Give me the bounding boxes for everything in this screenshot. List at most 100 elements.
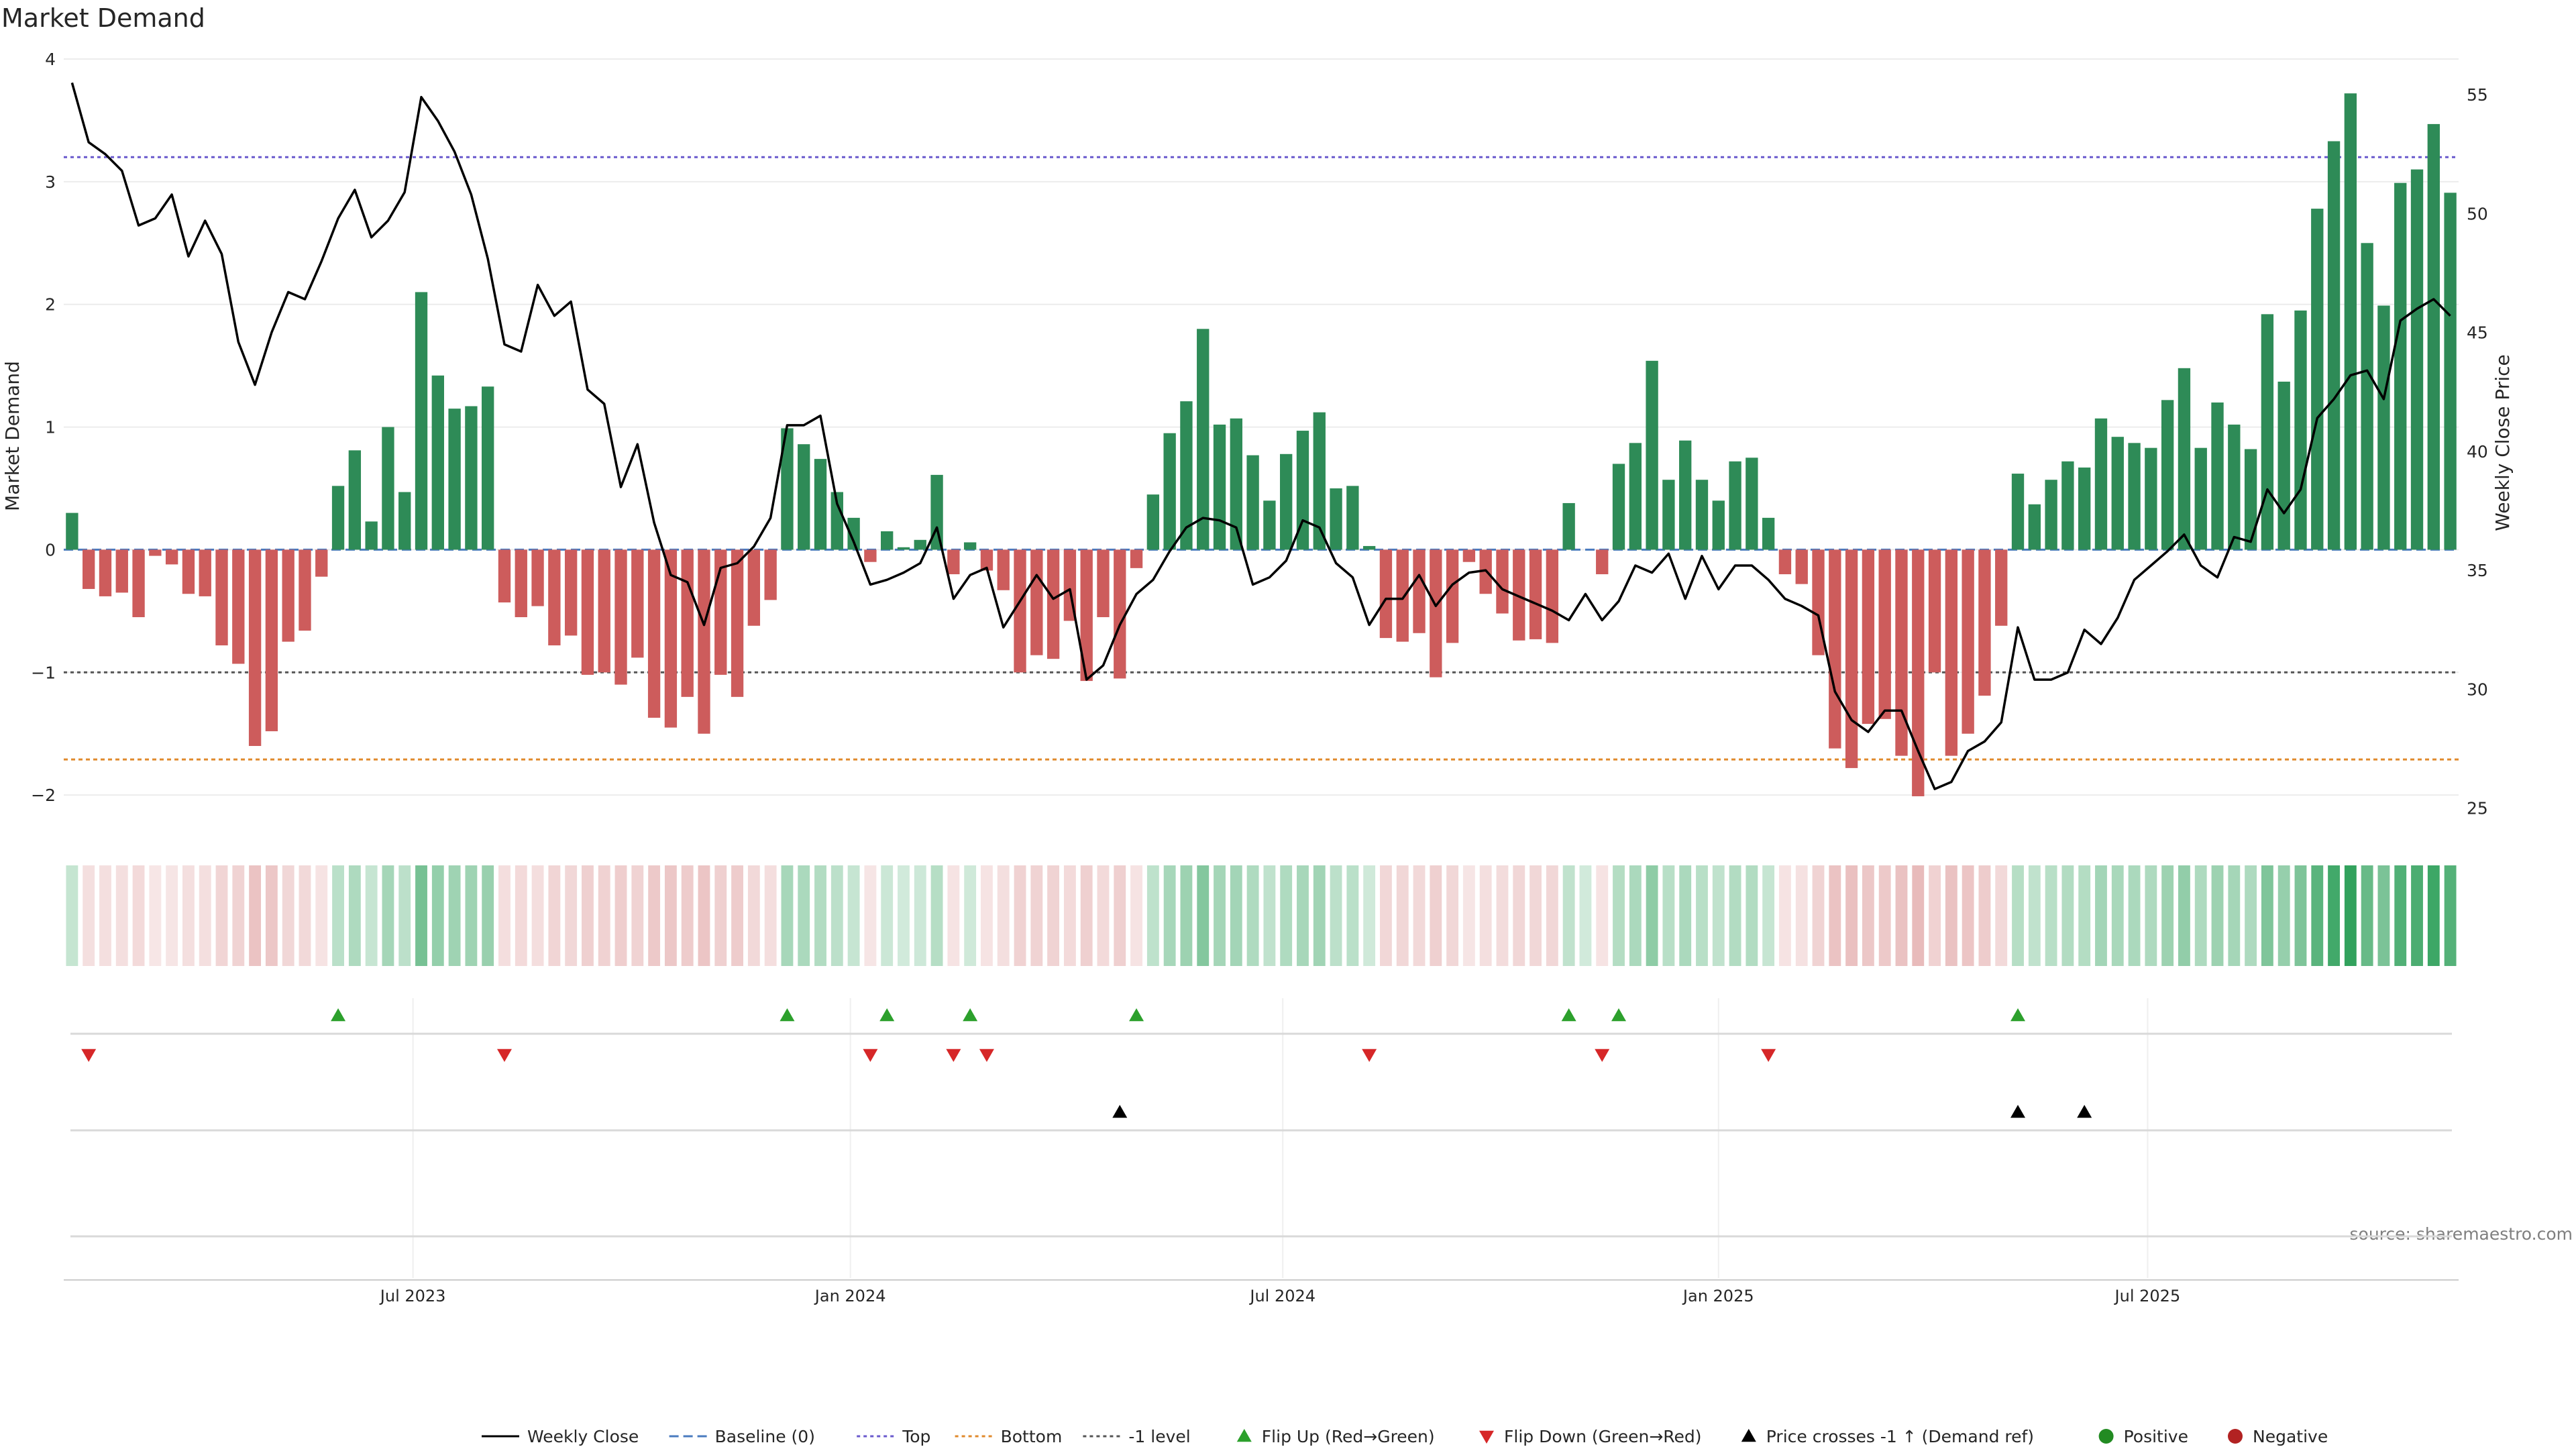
demand-bar-negative	[165, 549, 178, 565]
demand-bar-negative	[1945, 549, 1958, 756]
demand-bar-positive	[2311, 209, 2324, 550]
heat-cell	[648, 865, 661, 966]
heat-cell	[1746, 865, 1758, 966]
demand-bar-positive	[2128, 443, 2141, 550]
heat-cell	[1080, 865, 1093, 966]
demand-bar-positive	[830, 492, 843, 550]
demand-bar-positive	[1280, 453, 1293, 550]
demand-bar-negative	[182, 549, 195, 594]
demand-bar-positive	[348, 450, 362, 550]
heat-cell	[99, 865, 111, 966]
demand-bar-negative	[731, 549, 744, 697]
demand-bar-negative	[947, 549, 960, 574]
legend-item-negative: Negative	[2228, 1427, 2328, 1446]
heat-cell	[365, 865, 378, 966]
heat-cell	[1363, 865, 1376, 966]
demand-bar-negative	[83, 549, 95, 589]
demand-bar-negative	[564, 549, 578, 636]
demand-bar-positive	[448, 409, 461, 550]
heat-cell	[548, 865, 561, 966]
demand-bar-negative	[1596, 549, 1609, 574]
heat-cell	[232, 865, 245, 966]
heat-cell	[531, 865, 544, 966]
heat-cell	[731, 865, 743, 966]
heat-cell	[582, 865, 594, 966]
y-right-tick-label: 25	[2467, 799, 2488, 818]
demand-bar-negative	[980, 549, 994, 571]
heat-cell	[1214, 865, 1226, 966]
source-note: source: sharemaestro.com	[2350, 1224, 2573, 1244]
legend-label: -1 level	[1128, 1427, 1190, 1446]
heat-cell	[1462, 865, 1475, 966]
demand-bar-negative	[1097, 549, 1110, 617]
demand-bar-positive	[2444, 193, 2457, 550]
demand-bar-positive	[1246, 455, 1259, 550]
heat-cell	[1962, 865, 1974, 966]
demand-bar-positive	[2111, 437, 2124, 550]
legend-item-weekly-close: Weekly Close	[482, 1427, 639, 1446]
heat-cell	[199, 865, 211, 966]
demand-bar-negative	[1413, 549, 1426, 633]
flip-up-marker	[963, 1008, 978, 1022]
demand-bar-positive	[482, 386, 494, 550]
heat-cell	[1163, 865, 1176, 966]
legend-label: Flip Down (Green→Red)	[1504, 1427, 1702, 1446]
price-cross-marker	[2077, 1105, 2092, 1118]
y-right-axis-label: Weekly Close Price	[2491, 354, 2514, 531]
demand-bar-negative	[1978, 549, 1991, 696]
x-tick-label: Jul 2024	[1248, 1287, 1316, 1305]
demand-bar-positive	[2028, 504, 2041, 550]
heat-cell	[864, 865, 877, 966]
legend-item-cross: Price crosses -1 ↑ (Demand ref)	[1741, 1427, 2034, 1446]
heat-cell	[1529, 865, 1542, 966]
heat-cell	[83, 865, 95, 966]
y-left-tick-label: 2	[45, 295, 56, 315]
heat-cell	[348, 865, 361, 966]
demand-bar-negative	[1080, 549, 1093, 682]
heat-cell	[2145, 865, 2157, 966]
heat-cell	[2377, 865, 2390, 966]
heat-cell	[1246, 865, 1259, 966]
demand-bar-positive	[1646, 360, 1658, 550]
heat-cell	[830, 865, 843, 966]
demand-bar-positive	[1346, 486, 1359, 550]
heat-cell	[2444, 865, 2457, 966]
demand-bar-negative	[1446, 549, 1459, 643]
y-right-tick-label: 45	[2467, 323, 2488, 343]
y-left-axis-label: Market Demand	[1, 361, 23, 511]
y-right-tick-label: 50	[2467, 204, 2488, 223]
flip-down-marker	[1761, 1049, 1776, 1062]
heat-cell	[914, 865, 926, 966]
demand-bar-negative	[315, 549, 328, 577]
demand-bar-positive	[1629, 443, 1642, 550]
heat-cell	[2095, 865, 2107, 966]
heat-cell	[1280, 865, 1293, 966]
heat-cell	[681, 865, 694, 966]
demand-bar-positive	[331, 486, 345, 550]
heat-cell	[1546, 865, 1558, 966]
heat-cell	[1313, 865, 1326, 966]
heat-cell	[465, 865, 478, 966]
demand-bar-positive	[2045, 480, 2057, 550]
heat-cell	[1513, 865, 1525, 966]
demand-bar-positive	[1562, 502, 1575, 550]
heat-cell	[498, 865, 511, 966]
demand-bar-negative	[1114, 549, 1126, 679]
demand-bar-negative	[498, 549, 511, 603]
demand-bar-negative	[764, 549, 777, 600]
demand-bar-negative	[132, 549, 145, 617]
demand-bar-negative	[1962, 549, 1974, 734]
heat-cell	[249, 865, 262, 966]
heat-cell	[2394, 865, 2407, 966]
heat-cell	[1862, 865, 1874, 966]
heat-cell	[698, 865, 710, 966]
weekly-close-line	[70, 82, 2451, 790]
heat-cell	[1646, 865, 1658, 966]
demand-bar-positive	[781, 428, 794, 550]
y-left-tick-label: 4	[45, 50, 56, 69]
demand-bar-positive	[2377, 305, 2390, 550]
heat-cell	[2228, 865, 2241, 966]
demand-bar-positive	[847, 517, 860, 550]
legend-item-baseline: Baseline (0)	[669, 1427, 815, 1446]
